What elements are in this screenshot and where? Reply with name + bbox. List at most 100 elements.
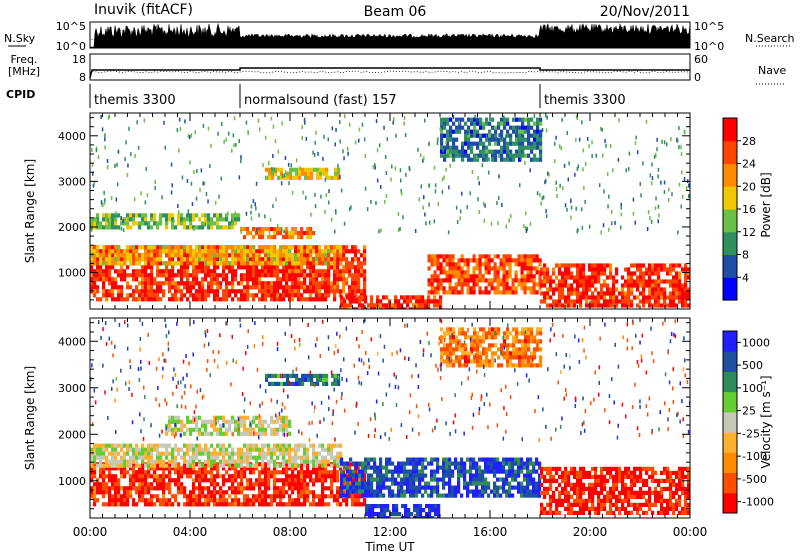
velocity-cell xyxy=(433,486,436,490)
power-cell xyxy=(470,286,473,290)
velocity-cell xyxy=(339,452,342,456)
velocity-cell xyxy=(303,452,306,456)
velocity-cell xyxy=(436,486,439,490)
velocity-cell xyxy=(156,498,159,502)
power-scatter-cell xyxy=(247,130,249,134)
velocity-cell xyxy=(216,444,219,448)
power-cell xyxy=(198,269,201,273)
power-cell xyxy=(186,213,189,217)
power-cell xyxy=(207,289,210,293)
power-cell xyxy=(255,281,258,285)
power-cell xyxy=(585,295,588,299)
velocity-cell xyxy=(367,486,370,490)
power-scatter-cell xyxy=(603,223,605,227)
power-scatter-cell xyxy=(204,181,206,185)
velocity-cell xyxy=(433,470,436,474)
power-cell xyxy=(180,273,183,277)
power-cell xyxy=(276,265,279,269)
power-cell xyxy=(228,265,231,269)
power-cell xyxy=(539,118,542,122)
velocity-cell xyxy=(351,502,354,506)
velocity-cell xyxy=(225,470,228,474)
power-cell xyxy=(385,295,388,299)
power-cell xyxy=(216,225,219,229)
power-cell xyxy=(603,295,606,299)
velocity-cell xyxy=(186,498,189,502)
power-cell xyxy=(506,134,509,138)
velocity-cell xyxy=(454,486,457,490)
velocity-cell xyxy=(427,494,430,498)
velocity-cell xyxy=(96,452,99,456)
velocity-cell xyxy=(303,498,306,502)
y-tick-label: 2000 xyxy=(58,221,86,234)
power-cell xyxy=(144,273,147,277)
velocity-cell xyxy=(117,486,120,490)
power-cell xyxy=(210,225,213,229)
velocity-cell xyxy=(376,478,379,482)
velocity-cell xyxy=(300,466,303,470)
power-cell xyxy=(213,269,216,273)
power-cell xyxy=(135,285,138,289)
power-cell xyxy=(231,253,234,257)
power-cell xyxy=(473,290,476,294)
power-cell xyxy=(500,290,503,294)
power-cell xyxy=(270,281,273,285)
power-cell xyxy=(312,281,315,285)
velocity-cell xyxy=(361,466,364,470)
power-scatter-cell xyxy=(405,173,407,177)
power-cell xyxy=(540,299,543,303)
velocity-cell xyxy=(243,474,246,478)
velocity-cell xyxy=(276,490,279,494)
power-cell xyxy=(219,257,222,261)
velocity-cell xyxy=(174,494,177,498)
power-cell xyxy=(533,278,536,282)
velocity-cell xyxy=(327,444,330,448)
power-colorbar-tick-label: 4 xyxy=(742,271,749,284)
velocity-cell xyxy=(132,456,135,460)
velocity-cell xyxy=(448,458,451,462)
power-cell xyxy=(153,261,156,265)
power-cell xyxy=(258,249,261,253)
velocity-cell xyxy=(463,462,466,466)
velocity-cell xyxy=(222,474,225,478)
power-cell xyxy=(243,277,246,281)
power-cell xyxy=(675,279,678,283)
power-scatter-cell xyxy=(203,182,205,186)
power-cell xyxy=(678,279,681,283)
power-scatter-cell xyxy=(138,146,140,150)
velocity-cell xyxy=(219,474,222,478)
velocity-cell xyxy=(379,478,382,482)
power-cell xyxy=(111,261,114,265)
velocity-cell xyxy=(186,474,189,478)
power-cell xyxy=(603,299,606,303)
power-cell xyxy=(351,273,354,277)
velocity-cell xyxy=(282,448,285,452)
power-cell xyxy=(615,295,618,299)
cpid-segment-label: themis 3300 xyxy=(544,93,626,108)
power-cell xyxy=(684,291,687,295)
power-cell xyxy=(512,154,515,158)
power-scatter-cell xyxy=(335,128,337,132)
velocity-cell xyxy=(204,494,207,498)
velocity-cell xyxy=(111,460,114,464)
velocity-cell xyxy=(340,486,343,490)
velocity-cell xyxy=(321,474,324,478)
velocity-cell xyxy=(267,464,270,468)
power-cell xyxy=(162,289,165,293)
velocity-cell xyxy=(481,474,484,478)
velocity-cell xyxy=(114,448,117,452)
power-cell xyxy=(309,297,312,301)
power-cell xyxy=(159,273,162,277)
power-cell xyxy=(485,254,488,258)
power-cell xyxy=(458,154,461,158)
velocity-cell xyxy=(261,424,264,428)
power-cell xyxy=(642,303,645,307)
velocity-cell xyxy=(279,478,282,482)
velocity-cell xyxy=(195,424,198,428)
power-cell xyxy=(382,295,385,299)
power-cell xyxy=(500,262,503,266)
power-cell xyxy=(195,293,198,297)
velocity-cell xyxy=(349,470,352,474)
velocity-cell xyxy=(150,448,153,452)
velocity-cell xyxy=(171,420,174,424)
